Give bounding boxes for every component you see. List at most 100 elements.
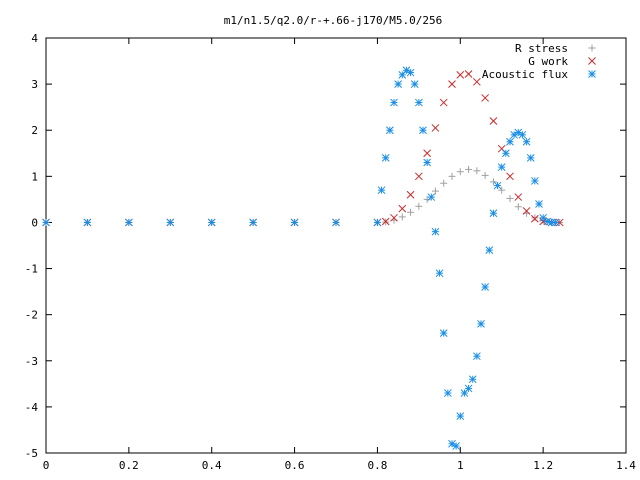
acoustic-flux-point: [394, 80, 402, 88]
acoustic-flux-point: [439, 329, 448, 337]
acoustic-flux-point: [535, 200, 543, 208]
g-work-point: [406, 190, 415, 199]
acoustic-flux-point: [497, 163, 506, 171]
acoustic-flux-point: [415, 98, 423, 107]
acoustic-flux-point: [493, 181, 502, 190]
acoustic-flux-point: [390, 98, 398, 107]
acoustic-flux-point: [427, 193, 436, 201]
legend-label: Acoustic flux: [482, 68, 568, 81]
g-work-point: [439, 98, 448, 107]
series-r-stress: [42, 165, 564, 226]
g-work-point: [514, 193, 523, 201]
acoustic-flux-point: [551, 218, 560, 227]
acoustic-flux-point: [518, 130, 527, 139]
g-work-point: [531, 214, 539, 223]
x-tick-label: 0.6: [285, 459, 305, 472]
acoustic-flux-point: [83, 218, 92, 227]
data-marks: [42, 66, 564, 450]
acoustic-flux-point: [477, 320, 485, 328]
g-work-point: [431, 124, 440, 132]
r-stress-point: [448, 172, 456, 180]
r-stress-point: [456, 168, 464, 176]
acoustic-flux-point: [522, 137, 531, 146]
legend-marker-g-work: [588, 57, 596, 65]
legend-entry-r-stress: R stress: [515, 42, 596, 55]
r-stress-point: [498, 186, 506, 194]
acoustic-flux-point: [249, 218, 257, 227]
acoustic-flux-point: [464, 384, 473, 393]
acoustic-flux-point: [481, 283, 489, 291]
acoustic-flux-point: [125, 218, 133, 227]
acoustic-flux-point: [531, 177, 539, 185]
acoustic-flux-point: [207, 218, 216, 227]
r-stress-point: [440, 179, 448, 187]
acoustic-flux-point: [381, 154, 390, 162]
acoustic-flux-point: [406, 68, 415, 77]
y-tick-label: -1: [25, 263, 38, 276]
x-tick-label: 0: [43, 459, 50, 472]
y-tick-label: 2: [31, 124, 38, 137]
acoustic-flux-point: [526, 154, 535, 162]
legend-label: R stress: [515, 42, 568, 55]
r-stress-point: [407, 208, 415, 216]
g-work-point: [489, 117, 498, 125]
x-tick-label: 0.2: [119, 459, 139, 472]
y-tick-label: -5: [25, 447, 38, 460]
r-stress-point: [415, 202, 423, 210]
acoustic-flux-point: [166, 218, 175, 227]
x-tick-label: 1: [457, 459, 464, 472]
acoustic-flux-point: [377, 186, 386, 195]
r-stress-point: [465, 165, 473, 173]
g-work-point: [423, 149, 431, 158]
g-work-point: [456, 71, 465, 79]
series-acoustic-flux: [42, 66, 560, 450]
acoustic-flux-point: [410, 80, 419, 88]
acoustic-flux-point: [468, 375, 477, 384]
acoustic-flux-point: [502, 149, 510, 158]
g-work-point: [390, 213, 398, 222]
y-tick-label: 1: [31, 170, 38, 183]
y-tick-label: -3: [25, 355, 38, 368]
acoustic-flux-point: [444, 389, 452, 397]
legend-entry-g-work: G work: [528, 55, 596, 68]
chart-title: m1/n1.5/q2.0/r-+.66-j170/M5.0/256: [224, 14, 443, 27]
g-work-point: [448, 80, 456, 88]
acoustic-flux-point: [42, 218, 50, 227]
r-stress-point: [514, 203, 522, 211]
y-tick-label: 3: [31, 78, 38, 91]
acoustic-flux-point: [473, 352, 481, 361]
g-work-point: [464, 70, 473, 78]
x-tick-label: 1.2: [533, 459, 553, 472]
y-tick-label: -4: [25, 401, 39, 414]
g-work-point: [506, 172, 514, 181]
acoustic-flux-point: [332, 218, 340, 227]
acoustic-flux-point: [514, 128, 523, 137]
acoustic-flux-point: [485, 246, 494, 254]
acoustic-flux-point: [435, 269, 444, 278]
g-work-point: [381, 217, 390, 226]
r-stress-point: [431, 187, 439, 195]
g-work-point: [473, 77, 481, 86]
g-work-point: [415, 172, 423, 181]
legend-entry-acoustic-flux: Acoustic flux: [482, 68, 596, 81]
acoustic-flux-point: [373, 218, 382, 227]
legend-label: G work: [528, 55, 568, 68]
series-g-work: [42, 70, 564, 227]
acoustic-flux-point: [386, 126, 394, 135]
legend-marker-acoustic-flux: [588, 70, 596, 78]
acoustic-flux-point: [290, 218, 299, 227]
plot-frame: [45, 37, 627, 454]
acoustic-flux-point: [506, 137, 514, 146]
r-stress-point: [489, 178, 497, 186]
r-stress-point: [506, 194, 514, 202]
acoustic-flux-point: [489, 209, 498, 218]
y-tick-label: -2: [25, 309, 38, 322]
g-work-point: [481, 94, 489, 102]
r-stress-point: [398, 213, 406, 221]
x-tick-label: 0.8: [367, 459, 387, 472]
x-tick-label: 0.4: [202, 459, 222, 472]
r-stress-point: [473, 167, 481, 175]
acoustic-flux-point: [452, 442, 460, 450]
